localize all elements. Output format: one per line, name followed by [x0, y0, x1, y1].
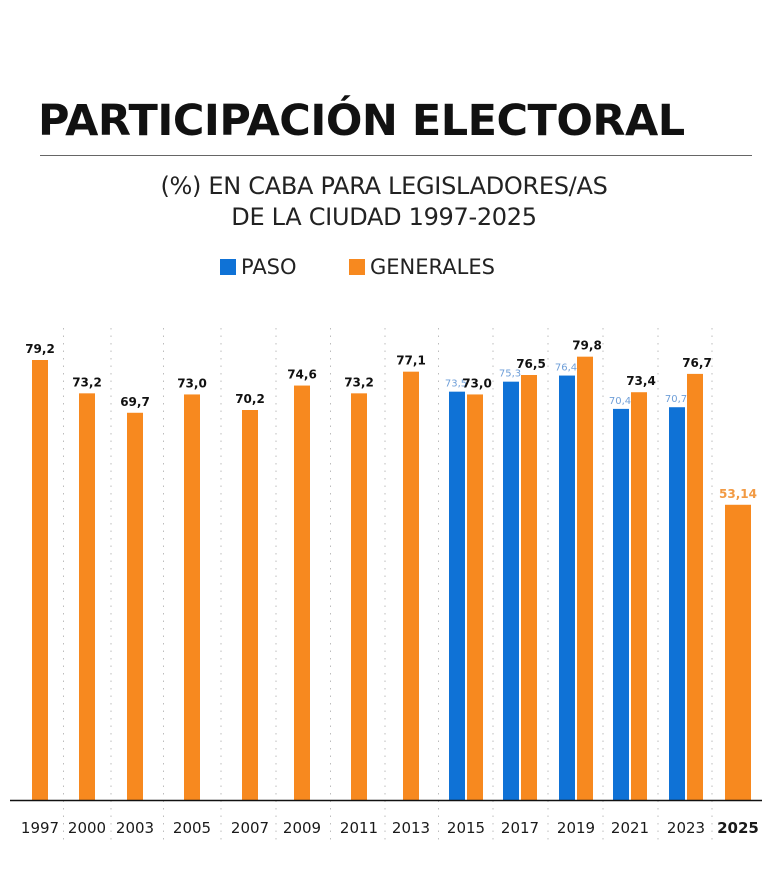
data-label-paso-2019: 76,4: [555, 363, 577, 374]
legend-item-generales: GENERALES: [349, 255, 495, 279]
data-label-generales-2015: 73,0: [462, 376, 492, 390]
data-label-generales-2023: 76,7: [682, 356, 712, 370]
bar-paso-2019: [559, 375, 575, 800]
x-tick-label-2021: 2021: [611, 819, 649, 837]
x-tick-label-1997: 1997: [21, 819, 59, 837]
data-label-generales-1997: 79,2: [25, 342, 55, 356]
bar-generales-2019: [577, 356, 593, 800]
x-tick-label-2019: 2019: [557, 819, 595, 837]
chart-subtitle-line2: DE LA CIUDAD 1997-2025: [231, 203, 537, 231]
x-tick-label-2003: 2003: [116, 819, 154, 837]
data-label-generales-2011: 73,2: [344, 375, 374, 389]
x-tick-label-2007: 2007: [231, 819, 269, 837]
data-label-paso-2023: 70,7: [665, 394, 687, 405]
title-divider: [40, 155, 752, 156]
data-label-generales-2019: 79,8: [572, 339, 602, 353]
chart-subtitle-line1: (%) EN CABA PARA LEGISLADORES/AS: [160, 172, 608, 200]
legend-item-paso: PASO: [220, 255, 297, 279]
x-tick-label-2017: 2017: [501, 819, 539, 837]
data-label-paso-2017: 75,3: [499, 369, 521, 380]
bar-paso-2023: [669, 407, 685, 800]
bar-generales-2023: [687, 373, 703, 800]
x-tick-label-2009: 2009: [283, 819, 321, 837]
x-tick-label-2011: 2011: [340, 819, 378, 837]
legend-label-generales: GENERALES: [370, 255, 495, 279]
bar-paso-2017: [503, 381, 519, 800]
x-tick-label-2000: 2000: [68, 819, 106, 837]
legend-swatch-paso: [220, 259, 236, 275]
data-label-generales-2017: 76,5: [516, 357, 546, 371]
x-tick-label-2025: 2025: [717, 819, 759, 837]
bar-generales-1997: [32, 360, 48, 800]
bar-generales-2013: [403, 371, 419, 800]
data-label-generales-2013: 77,1: [396, 354, 426, 368]
data-label-generales-2000: 73,2: [72, 375, 102, 389]
data-label-paso-2015: 73,5: [445, 379, 467, 390]
data-label-generales-2025: 53,14: [719, 487, 757, 501]
data-label-generales-2009: 74,6: [287, 368, 317, 382]
bar-generales-2003: [127, 412, 143, 800]
data-label-generales-2003: 69,7: [120, 395, 150, 409]
bar-paso-2021: [613, 408, 629, 800]
x-tick-label-2015: 2015: [447, 819, 485, 837]
bar-generales-2000: [79, 393, 95, 800]
bar-generales-2015: [467, 394, 483, 800]
x-tick-label-2013: 2013: [392, 819, 430, 837]
bar-generales-2007: [242, 410, 258, 800]
bar-generales-2021: [631, 392, 647, 800]
chart-legend: PASO GENERALES: [0, 255, 768, 283]
legend-swatch-generales: [349, 259, 365, 275]
bar-generales-2005: [184, 394, 200, 800]
bar-paso-2015: [449, 391, 465, 800]
bar-generales-2017: [521, 375, 537, 800]
data-label-generales-2005: 73,0: [177, 376, 207, 390]
legend-label-paso: PASO: [241, 255, 297, 279]
bar-generales-2025: [725, 504, 751, 800]
bar-generales-2011: [351, 393, 367, 800]
data-label-generales-2021: 73,4: [626, 374, 656, 388]
data-label-generales-2007: 70,2: [235, 392, 265, 406]
chart-title: PARTICIPACIÓN ELECTORAL: [38, 96, 685, 146]
x-tick-label-2005: 2005: [173, 819, 211, 837]
x-tick-label-2023: 2023: [667, 819, 705, 837]
bar-generales-2009: [294, 385, 310, 800]
data-label-paso-2021: 70,4: [609, 396, 631, 407]
